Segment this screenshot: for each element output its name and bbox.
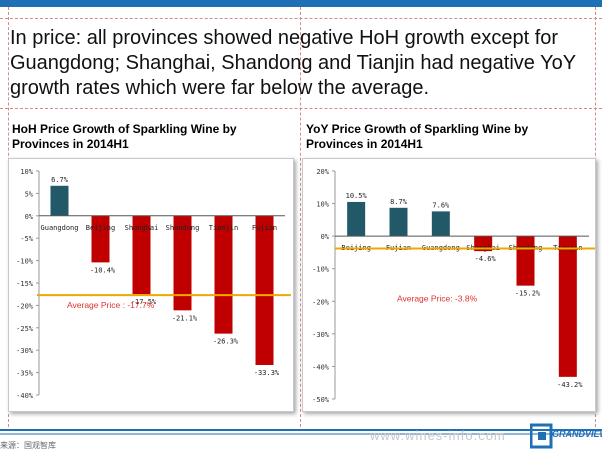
y-tick-label: -40% <box>16 392 34 400</box>
y-tick-label: -30% <box>312 331 330 339</box>
bar-fujian <box>389 207 408 237</box>
average-label: Average Price: -3.8% <box>397 294 478 304</box>
x-tick-label: Fujian <box>252 224 277 232</box>
y-tick-label: -5% <box>20 235 33 243</box>
data-label: -4.6% <box>475 255 497 263</box>
y-tick-label: -30% <box>16 347 34 355</box>
logo-text: GRANDVIEW <box>552 429 602 439</box>
data-label: -43.2% <box>557 381 583 389</box>
x-tick-label: Shandong <box>166 224 200 232</box>
footer-source: 来源：国观智库 <box>0 441 56 450</box>
yoy-price-growth-chart: 20%10%0%-10%-20%-30%-40%-50%Beijing10.5%… <box>312 168 595 404</box>
x-tick-label: Beijing <box>86 224 116 232</box>
y-tick-label: -40% <box>312 363 330 371</box>
bar-beijing <box>347 201 366 237</box>
x-tick-label: Tianjin <box>209 224 239 232</box>
yoy-chart-title: YoY Price Growth of Sparkling Wine by Pr… <box>306 122 529 151</box>
y-tick-label: -10% <box>312 266 330 274</box>
page-headline: In price: all provinces showed negative … <box>10 27 576 99</box>
data-label: -26.3% <box>213 338 239 346</box>
data-label: -15.2% <box>515 290 541 298</box>
data-label: -17.5% <box>131 298 157 306</box>
yoy-chart-panel: 20%10%0%-10%-20%-30%-40%-50%Beijing10.5%… <box>302 158 596 412</box>
grandview-logo <box>530 423 553 449</box>
top-accent-bar <box>0 0 602 7</box>
data-label: -10.4% <box>90 266 116 274</box>
y-tick-label: 10% <box>20 168 33 176</box>
y-tick-label: -20% <box>16 302 34 310</box>
guide-line-top <box>0 18 602 19</box>
bar-beijing <box>91 215 110 263</box>
average-label: Average Price : -17.7% <box>67 300 155 310</box>
y-tick-label: -20% <box>312 298 330 306</box>
bar-fujian <box>255 215 274 365</box>
data-label: 7.6% <box>432 201 450 209</box>
data-label: 6.7% <box>51 176 69 184</box>
hoh-chart-title: HoH Price Growth of Sparkling Wine by Pr… <box>12 122 237 151</box>
y-tick-label: -25% <box>16 325 34 333</box>
footer-rule <box>0 429 602 435</box>
y-tick-label: 0% <box>321 233 330 241</box>
bar-guangdong <box>50 185 69 216</box>
watermark: www.wines-info.com <box>370 428 506 443</box>
y-tick-label: 20% <box>316 168 329 176</box>
y-tick-label: -15% <box>16 280 34 288</box>
y-tick-label: 0% <box>25 213 34 221</box>
y-tick-label: -35% <box>16 370 34 378</box>
bar-tianjin <box>214 215 233 334</box>
y-tick-label: 10% <box>316 201 329 209</box>
guide-line-middle <box>0 108 602 109</box>
bar-shandong <box>173 215 192 311</box>
data-label: -33.3% <box>254 369 280 377</box>
bar-shanghai <box>132 215 151 295</box>
data-label: 10.5% <box>346 192 368 200</box>
data-label: 8.7% <box>390 198 408 206</box>
bar-shanghai <box>474 236 493 252</box>
x-tick-label: Shanghai <box>125 224 159 232</box>
bar-tianjin <box>558 236 577 377</box>
y-tick-label: 5% <box>25 190 34 198</box>
bar-guangdong <box>431 211 450 237</box>
hoh-price-growth-chart: 10% 5% 0% -5% -10% -15% -20% -25% -30% -35% -40% Gu… <box>16 168 291 400</box>
data-label: -21.1% <box>172 314 198 322</box>
hoh-chart-panel: 10% 5% 0% -5% -10% -15% -20% -25% -30% -35% -40% Gu… <box>8 158 294 412</box>
y-tick-label: -10% <box>16 258 34 266</box>
y-tick-label: -50% <box>312 396 330 404</box>
x-tick-label: Guangdong <box>41 224 79 232</box>
guide-line-center <box>300 7 301 427</box>
